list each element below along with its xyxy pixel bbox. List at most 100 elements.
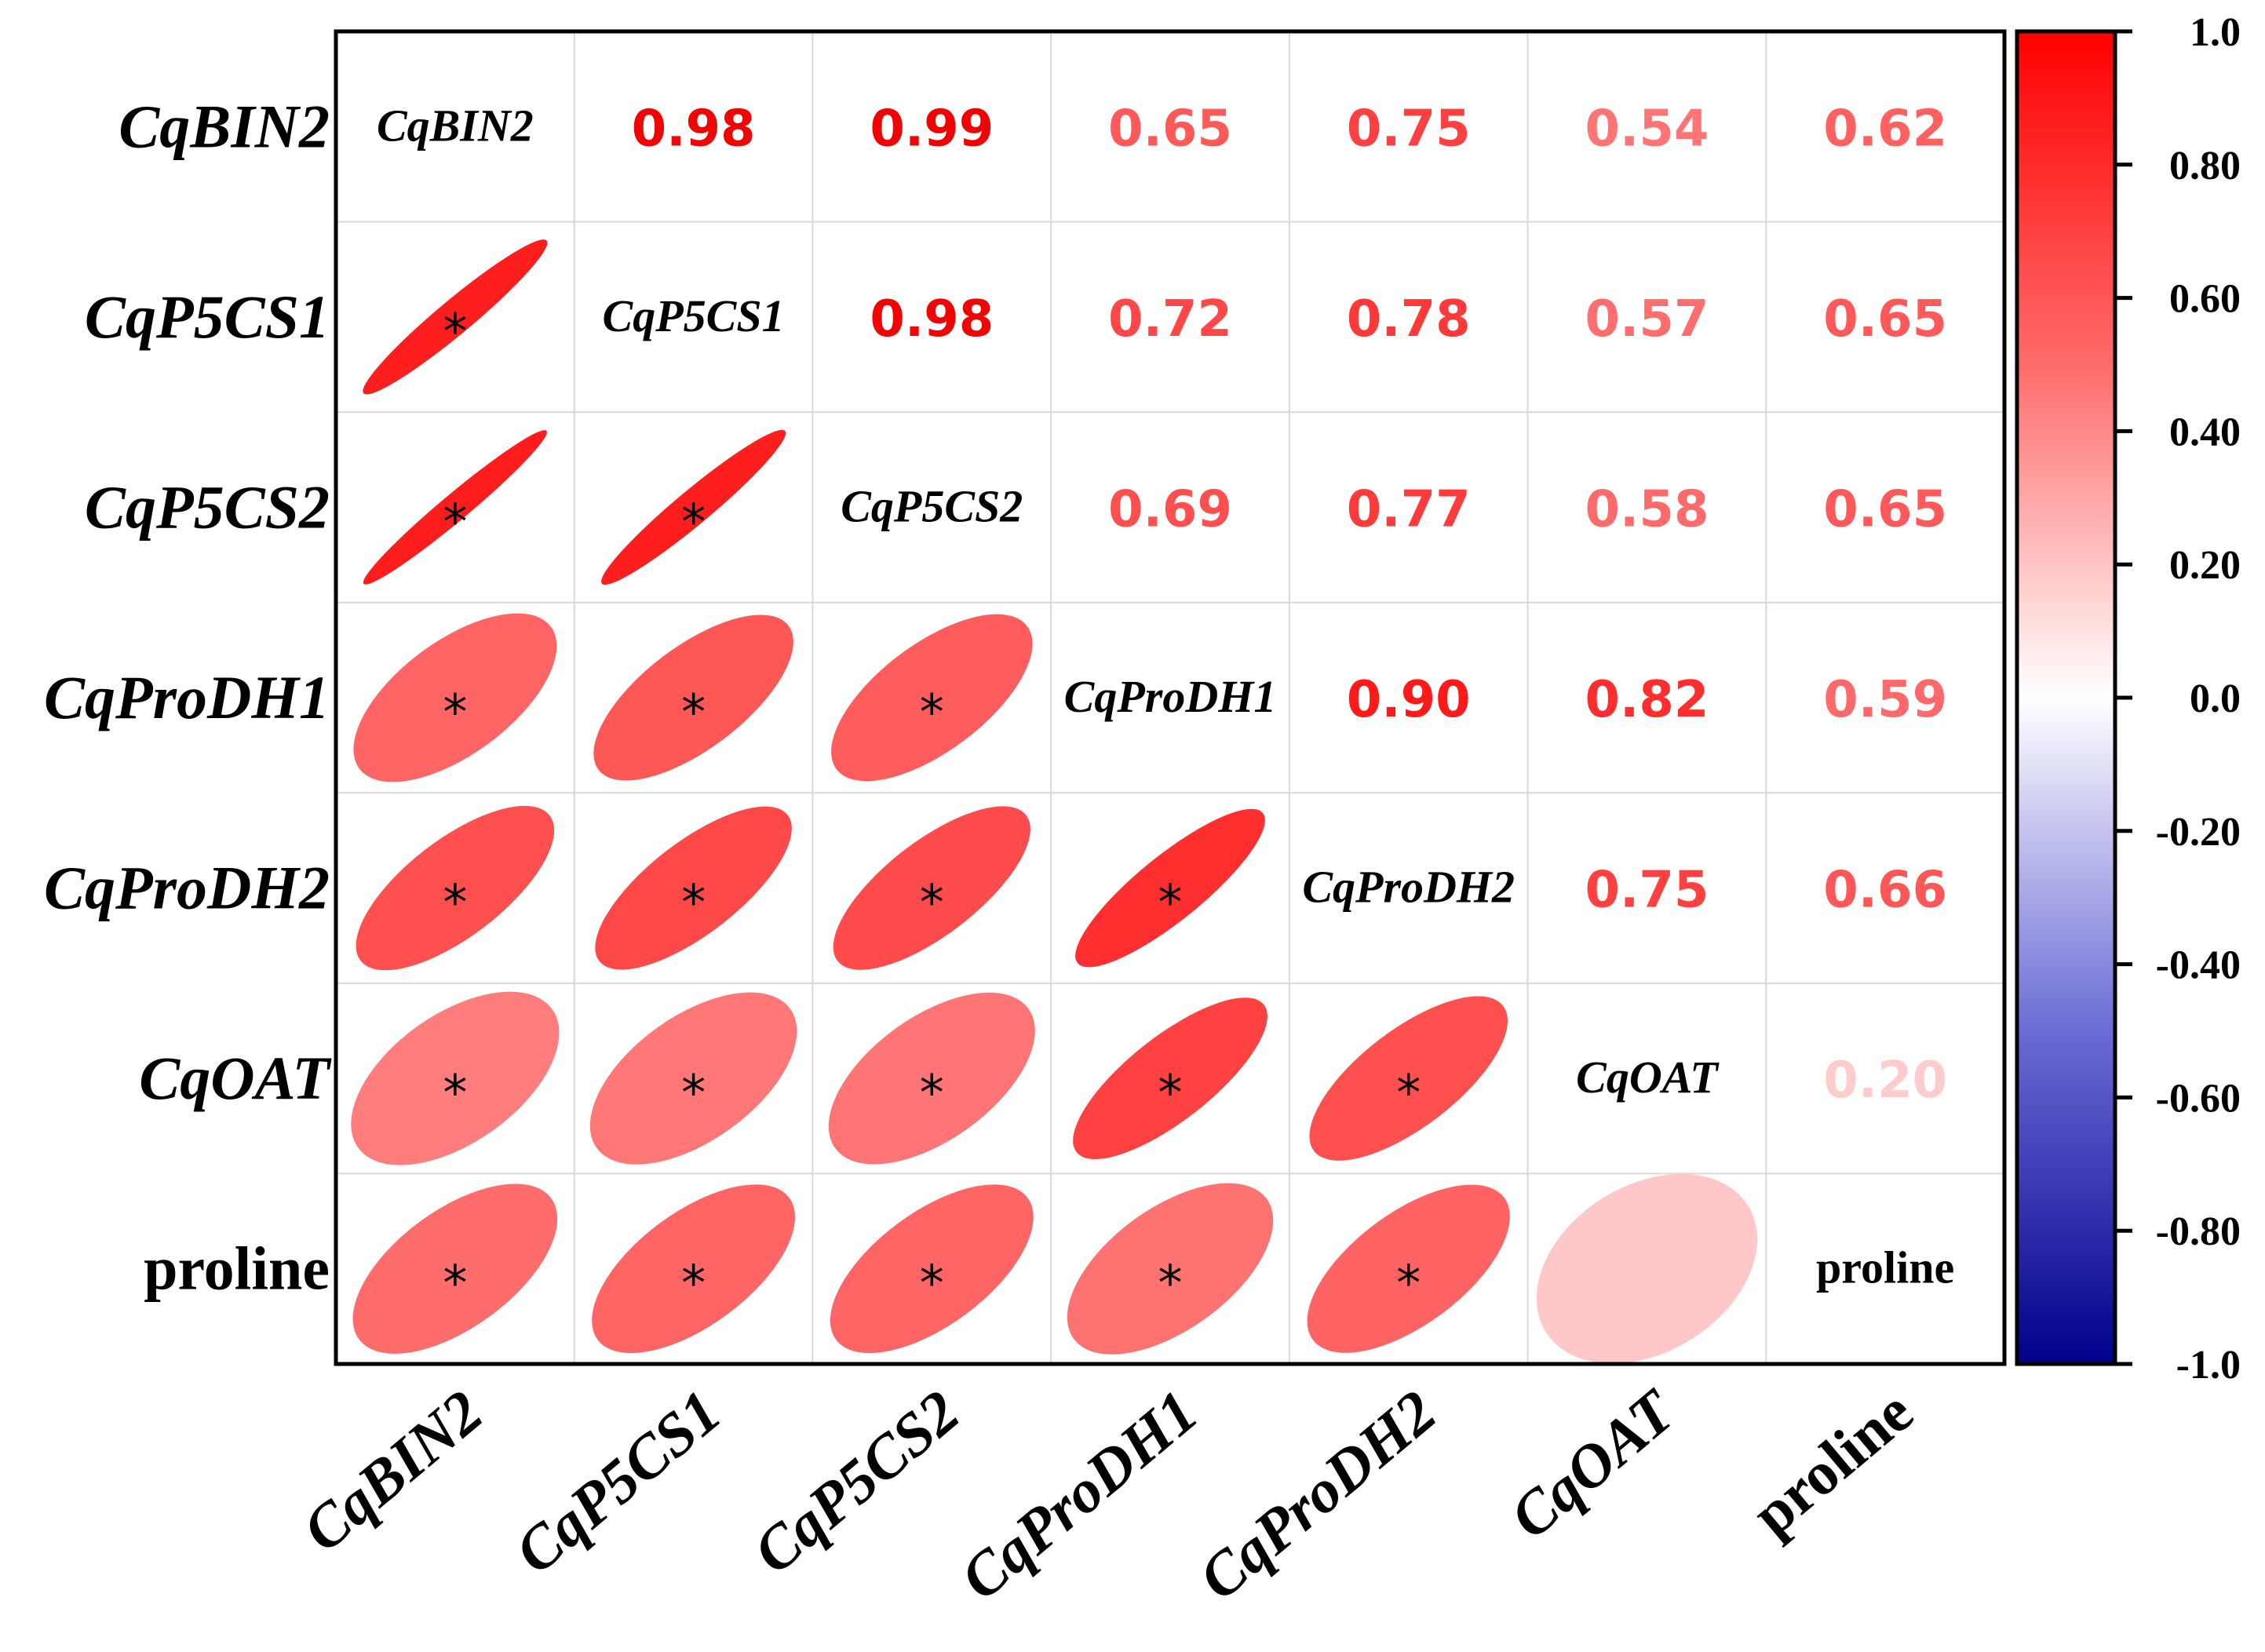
row-label: CqP5CS2 bbox=[85, 472, 330, 541]
colorbar-ticks: 1.0 0.80 0.60 0.40 0.20 0.0 -0.20 -0.40 -0.60 -0.… bbox=[2115, 10, 2241, 1388]
correlation-ellipse bbox=[353, 613, 557, 782]
diagonal-label: CqP5CS1 bbox=[603, 290, 785, 341]
column-label: CqProDH1 bbox=[947, 1377, 1210, 1613]
correlation-value: 0.59 bbox=[1823, 671, 1947, 729]
column-label: CqOAT bbox=[1497, 1375, 1688, 1552]
correlation-value: 0.72 bbox=[1108, 290, 1232, 348]
significance-star: * bbox=[443, 1255, 467, 1312]
correlation-value: 0.20 bbox=[1823, 1052, 1947, 1110]
correlation-value: 0.98 bbox=[870, 290, 994, 348]
colorbar-tick-label: -0.40 bbox=[2156, 943, 2241, 988]
row-label: proline bbox=[144, 1234, 330, 1303]
row-label: CqOAT bbox=[139, 1044, 332, 1112]
significance-star: * bbox=[920, 1064, 944, 1121]
correlation-ellipse bbox=[601, 429, 786, 585]
significance-star: * bbox=[681, 1064, 706, 1121]
correlation-value: 0.77 bbox=[1347, 480, 1471, 538]
matrix-cells: CqBIN2 0.98 0.99 0.65 0.75 0.54 0.62 * CqP5CS1 0.… bbox=[351, 100, 1954, 1364]
correlation-value: 0.75 bbox=[1585, 862, 1709, 920]
colorbar-tick-label: -0.80 bbox=[2156, 1209, 2241, 1254]
correlation-ellipse bbox=[1073, 997, 1267, 1160]
correlation-value: 0.57 bbox=[1585, 290, 1709, 348]
correlation-ellipse bbox=[351, 991, 560, 1165]
correlation-ellipse bbox=[356, 805, 555, 971]
significance-star: * bbox=[920, 684, 944, 741]
correlation-value: 0.78 bbox=[1347, 290, 1471, 348]
correlation-ellipse bbox=[595, 806, 792, 970]
column-label: proline bbox=[1739, 1377, 1925, 1548]
correlation-ellipse bbox=[589, 992, 797, 1165]
significance-star: * bbox=[443, 874, 467, 932]
column-label: CqP5CS2 bbox=[740, 1377, 972, 1586]
column-label: CqProDH2 bbox=[1186, 1377, 1449, 1613]
significance-star: * bbox=[681, 1255, 706, 1312]
colorbar-scale bbox=[2015, 29, 2117, 1366]
significance-star: * bbox=[1396, 1064, 1421, 1121]
significance-star: * bbox=[920, 874, 944, 932]
significance-star: * bbox=[443, 303, 467, 360]
colorbar-tick-label: 0.60 bbox=[2169, 277, 2241, 322]
diagonal-label: CqOAT bbox=[1576, 1052, 1720, 1103]
colorbar-tick-label: 1.0 bbox=[2190, 10, 2241, 55]
colorbar-tick-label: -1.0 bbox=[2176, 1343, 2241, 1388]
diagonal-label: CqBIN2 bbox=[377, 100, 534, 151]
correlation-ellipse bbox=[1075, 808, 1265, 968]
correlation-ellipse bbox=[831, 614, 1033, 782]
colorbar-tick-label: 0.40 bbox=[2169, 410, 2241, 454]
significance-star: * bbox=[1158, 1255, 1183, 1312]
column-label: CqBIN2 bbox=[290, 1377, 495, 1564]
correlation-ellipse bbox=[592, 1184, 795, 1354]
significance-star: * bbox=[681, 874, 706, 932]
diagonal-label: CqProDH1 bbox=[1064, 671, 1277, 722]
correlation-ellipse bbox=[352, 1183, 558, 1354]
colorbar-tick-label: -0.20 bbox=[2156, 810, 2241, 855]
significance-star: * bbox=[1396, 1255, 1421, 1312]
correlation-value: 0.99 bbox=[870, 100, 994, 158]
grid-lines bbox=[336, 31, 2004, 1364]
correlation-value: 0.82 bbox=[1585, 671, 1709, 729]
significance-star: * bbox=[443, 684, 467, 741]
correlation-value: 0.90 bbox=[1347, 671, 1471, 729]
correlation-value: 0.65 bbox=[1108, 100, 1232, 158]
significance-star: * bbox=[681, 493, 706, 550]
correlation-ellipse bbox=[1307, 1184, 1510, 1353]
correlation-value: 0.62 bbox=[1823, 100, 1947, 158]
colorbar-tick-label: -0.60 bbox=[2156, 1076, 2241, 1121]
correlation-value: 0.66 bbox=[1823, 862, 1947, 920]
significance-star: * bbox=[1158, 874, 1183, 932]
correlation-value: 0.69 bbox=[1108, 480, 1232, 538]
significance-star: * bbox=[681, 684, 706, 741]
significance-star: * bbox=[1158, 1064, 1183, 1121]
correlation-value: 0.98 bbox=[632, 100, 756, 158]
plot-frame bbox=[334, 29, 2007, 1366]
row-label: CqProDH1 bbox=[44, 663, 330, 731]
row-label: CqBIN2 bbox=[119, 92, 330, 160]
row-label: CqP5CS1 bbox=[85, 283, 330, 351]
correlation-ellipse bbox=[833, 806, 1030, 970]
colorbar-tick-label: 0.80 bbox=[2169, 144, 2241, 188]
correlation-value: 0.54 bbox=[1585, 100, 1709, 158]
diagonal-label: CqP5CS2 bbox=[841, 480, 1023, 531]
colorbar: 1.0 0.80 0.60 0.40 0.20 0.0 -0.20 -0.40 -0.60 -0.… bbox=[2015, 10, 2241, 1388]
correlation-ellipse bbox=[1309, 996, 1508, 1161]
column-label: CqP5CS1 bbox=[502, 1377, 734, 1586]
correlation-ellipse bbox=[363, 430, 547, 585]
correlation-ellipse bbox=[828, 992, 1035, 1165]
correlation-value: 0.65 bbox=[1823, 480, 1947, 538]
correlation-value: 0.65 bbox=[1823, 290, 1947, 348]
correlation-ellipse bbox=[593, 614, 793, 781]
colorbar-tick-label: 0.20 bbox=[2169, 543, 2241, 588]
significance-star: * bbox=[920, 1255, 944, 1312]
row-label: CqProDH2 bbox=[44, 854, 330, 922]
correlation-ellipse bbox=[1067, 1183, 1274, 1355]
colorbar-tick-label: 0.0 bbox=[2190, 676, 2241, 721]
significance-star: * bbox=[443, 493, 467, 550]
correlation-ellipse bbox=[1536, 1173, 1757, 1364]
correlation-ellipse bbox=[830, 1184, 1034, 1354]
diagonal-label: CqProDH2 bbox=[1302, 862, 1515, 913]
correlation-value: 0.75 bbox=[1347, 100, 1471, 158]
row-labels: CqBIN2 CqP5CS1 CqP5CS2 CqProDH1 CqProDH2 CqOA… bbox=[44, 92, 332, 1302]
correlation-value: 0.58 bbox=[1585, 480, 1709, 538]
